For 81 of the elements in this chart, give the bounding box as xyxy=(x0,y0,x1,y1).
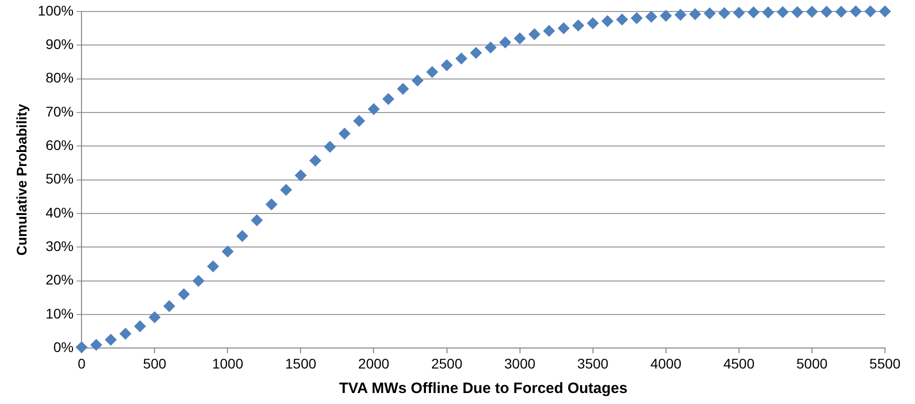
point xyxy=(368,103,380,116)
point xyxy=(426,66,438,78)
point xyxy=(280,184,292,196)
y-tick-label: 100% xyxy=(38,2,74,18)
point xyxy=(178,288,190,300)
point xyxy=(864,5,876,18)
point xyxy=(704,7,716,20)
point xyxy=(294,169,307,182)
x-tick-label: 5500 xyxy=(869,355,901,372)
point xyxy=(835,6,848,18)
point xyxy=(776,6,789,18)
point xyxy=(689,8,702,20)
point xyxy=(338,128,351,140)
point xyxy=(762,6,774,18)
x-tick-label: 500 xyxy=(142,355,167,372)
point xyxy=(806,6,818,18)
point xyxy=(455,52,468,65)
point xyxy=(104,334,117,346)
point xyxy=(119,328,132,340)
point xyxy=(586,17,599,30)
point xyxy=(791,6,804,18)
point xyxy=(514,32,526,44)
y-axis-title: Cumulative Probability xyxy=(13,104,30,256)
y-tick-label: 50% xyxy=(46,170,74,187)
point xyxy=(499,36,512,48)
point xyxy=(543,24,556,37)
point xyxy=(412,74,424,86)
x-tick-label: 1500 xyxy=(285,355,316,372)
point xyxy=(558,22,570,34)
y-tick-label: 80% xyxy=(46,70,74,86)
x-tick-label: 1000 xyxy=(212,355,244,372)
x-tick-label: 2000 xyxy=(358,355,390,372)
point xyxy=(309,154,322,167)
x-tick-label: 3500 xyxy=(577,355,609,372)
x-axis-title: TVA MWs Offline Due to Forced Outages xyxy=(339,380,628,398)
point xyxy=(250,214,263,226)
point xyxy=(324,140,336,153)
point xyxy=(266,198,278,210)
point xyxy=(630,12,643,24)
point xyxy=(192,274,204,287)
point xyxy=(90,338,102,351)
point xyxy=(616,13,628,26)
point xyxy=(850,5,862,18)
x-tick-label: 4500 xyxy=(723,355,755,372)
point xyxy=(572,20,584,32)
x-tick-label: 3000 xyxy=(504,355,536,372)
y-tick-label: 30% xyxy=(46,238,74,254)
point xyxy=(222,246,234,258)
point xyxy=(163,300,176,312)
point xyxy=(748,6,760,18)
point xyxy=(645,10,658,23)
point xyxy=(484,41,497,54)
point xyxy=(528,28,540,40)
point xyxy=(718,7,730,20)
x-tick-label: 5000 xyxy=(796,355,828,372)
point xyxy=(353,114,366,127)
x-tick-label: 2500 xyxy=(431,355,463,372)
point xyxy=(382,92,394,105)
y-tick-label: 10% xyxy=(46,305,74,322)
point xyxy=(879,5,891,18)
point xyxy=(396,82,409,95)
point xyxy=(207,260,220,272)
point xyxy=(76,341,88,354)
x-tick-label: 4000 xyxy=(650,355,682,372)
y-tick-label: 60% xyxy=(46,136,74,153)
point xyxy=(470,46,482,59)
point xyxy=(820,6,833,18)
point xyxy=(660,10,672,22)
point xyxy=(601,15,614,28)
y-tick-label: 90% xyxy=(46,36,74,52)
point xyxy=(134,320,146,332)
y-tick-label: 40% xyxy=(46,204,74,220)
point xyxy=(732,6,745,19)
x-tick-label: 0 xyxy=(78,355,86,372)
y-tick-label: 70% xyxy=(46,103,74,120)
point xyxy=(674,8,686,21)
point xyxy=(236,230,248,242)
point xyxy=(148,311,161,324)
point xyxy=(440,59,453,72)
y-tick-label: 0% xyxy=(53,339,74,356)
y-tick-label: 20% xyxy=(46,272,74,288)
